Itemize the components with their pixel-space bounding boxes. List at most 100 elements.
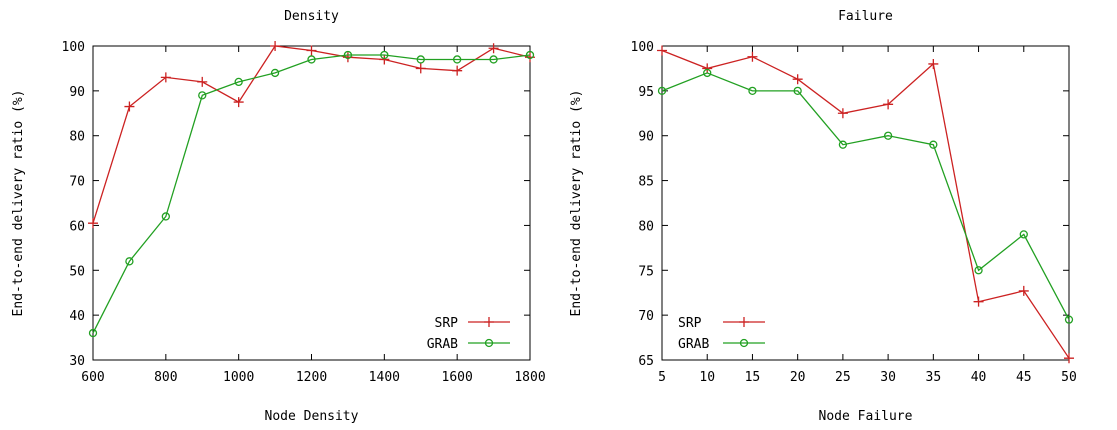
chart-title: Failure	[838, 9, 893, 24]
x-tick-label: 1800	[514, 370, 545, 385]
y-axis-label: End-to-end delivery ratio (%)	[569, 90, 584, 317]
chart-title: Density	[284, 9, 339, 24]
y-tick-label: 30	[69, 354, 85, 369]
legend-marker-grab	[739, 338, 749, 348]
data-point-grab	[838, 140, 848, 149]
x-tick-label: 5	[658, 370, 666, 385]
data-point-grab	[198, 91, 207, 100]
data-point-grab	[380, 50, 389, 60]
y-tick-label: 90	[638, 130, 654, 145]
data-point-grab	[161, 212, 170, 221]
data-point-srp	[883, 99, 894, 110]
legend-marker-grab	[484, 338, 494, 348]
data-point-srp	[702, 63, 713, 74]
data-point-srp	[973, 296, 984, 307]
data-point-srp	[452, 65, 463, 76]
data-point-grab	[1019, 230, 1028, 239]
x-tick-label: 30	[880, 370, 896, 385]
data-point-grab	[974, 266, 983, 275]
data-point-srp	[270, 41, 281, 51]
x-axis-label: Node Failure	[819, 409, 913, 424]
y-tick-label: 80	[638, 219, 654, 234]
x-tick-label: 40	[971, 370, 987, 385]
legend-label-grab: GRAB	[678, 337, 709, 352]
x-tick-label: 20	[790, 370, 806, 385]
y-tick-label: 90	[69, 85, 85, 100]
series-line-grab	[92, 54, 531, 334]
y-tick-label: 100	[62, 40, 85, 55]
data-point-grab	[343, 50, 353, 60]
data-point-grab	[748, 86, 757, 96]
series-line-srp	[92, 45, 531, 224]
series-line-grab	[661, 72, 1070, 320]
data-point-grab	[125, 257, 134, 266]
legend-label-grab: GRAB	[427, 337, 458, 352]
data-point-grab	[489, 55, 498, 64]
data-point-srp	[792, 74, 803, 85]
x-tick-label: 25	[835, 370, 851, 385]
data-point-grab	[793, 86, 802, 96]
data-point-srp	[88, 218, 98, 229]
y-tick-label: 95	[638, 85, 654, 100]
plot-frame	[92, 45, 531, 361]
x-tick-label: 1600	[442, 370, 473, 385]
x-tick-label: 600	[81, 370, 104, 385]
data-point-grab	[234, 77, 243, 87]
x-tick-label: 10	[699, 370, 715, 385]
data-point-grab	[307, 55, 316, 64]
data-point-grab	[657, 86, 667, 96]
y-tick-label: 40	[69, 309, 85, 324]
y-tick-label: 100	[631, 40, 654, 55]
data-point-srp	[837, 108, 848, 119]
data-point-srp	[928, 58, 939, 69]
data-point-srp	[747, 51, 758, 62]
x-tick-label: 800	[154, 370, 177, 385]
data-point-grab	[703, 68, 712, 78]
x-tick-label: 35	[926, 370, 942, 385]
legend-label-srp: SRP	[435, 316, 459, 331]
x-tick-label: 45	[1016, 370, 1032, 385]
data-point-srp	[488, 43, 499, 54]
y-tick-label: 50	[69, 264, 85, 279]
data-point-grab	[1064, 315, 1074, 324]
data-point-grab	[929, 140, 938, 149]
data-point-grab	[270, 68, 280, 78]
chart-density: Density 30 40 50 60 70 80 90 100 600 800 1000 1200 14…	[11, 9, 546, 424]
data-point-srp	[657, 45, 667, 56]
data-point-srp	[233, 97, 244, 108]
legend-marker-srp	[739, 317, 749, 327]
x-tick-label: 1400	[369, 370, 400, 385]
legend-label-srp: SRP	[678, 316, 702, 331]
x-axis-label: Node Density	[265, 409, 359, 424]
data-point-srp	[124, 101, 135, 112]
data-point-srp	[1018, 285, 1029, 296]
y-tick-label: 60	[69, 219, 85, 234]
data-point-srp	[160, 72, 171, 83]
chart-failure: Failure 65 70 75 80 85 90 95 100 5 10 15 20 25 30 35 40 4…	[569, 9, 1077, 424]
data-point-grab	[453, 55, 462, 64]
data-point-grab	[88, 328, 98, 338]
y-tick-label: 70	[638, 309, 654, 324]
series-line-srp	[661, 49, 1070, 359]
y-tick-label: 85	[638, 175, 654, 190]
data-point-srp	[379, 54, 390, 65]
x-tick-label: 1200	[296, 370, 327, 385]
legend: SRP GRAB	[427, 316, 510, 352]
x-tick-label: 50	[1061, 370, 1077, 385]
x-tick-label: 15	[745, 370, 761, 385]
x-tick-label: 1000	[223, 370, 254, 385]
data-point-grab	[525, 50, 535, 60]
data-point-srp	[1064, 353, 1074, 364]
data-point-grab	[883, 131, 893, 140]
data-point-srp	[197, 76, 208, 87]
y-axis-label: End-to-end delivery ratio (%)	[11, 90, 26, 317]
y-tick-label: 70	[69, 175, 85, 190]
plot-frame	[661, 45, 1070, 361]
y-tick-label: 65	[638, 354, 654, 369]
y-tick-label: 75	[638, 264, 654, 279]
legend: SRP GRAB	[678, 316, 765, 352]
y-tick-label: 80	[69, 130, 85, 145]
data-point-srp	[306, 45, 317, 56]
legend-marker-srp	[484, 317, 494, 327]
